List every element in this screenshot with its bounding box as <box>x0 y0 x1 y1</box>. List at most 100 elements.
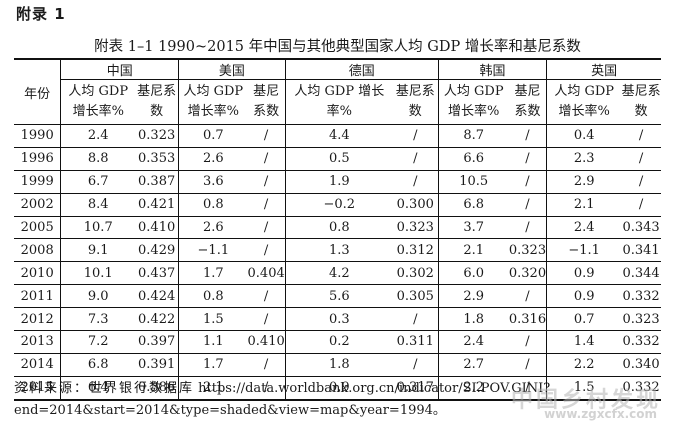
korea-growth-cell: 6.6 <box>437 147 509 171</box>
country-header-korea: 韩国 <box>437 59 547 80</box>
growth-header: 人均 GDP 增长率% <box>437 79 509 125</box>
germany-growth-cell: 1.9 <box>284 170 393 194</box>
source-url: https://data.worldbank.org.cn/indicator/… <box>14 381 551 418</box>
year-cell: 1996 <box>14 147 61 171</box>
usa-gini-cell: 0.410 <box>247 330 286 354</box>
korea-growth-cell: 6.8 <box>437 193 509 217</box>
uk-growth-cell: 0.7 <box>546 307 622 332</box>
germany-growth-cell: 0.8 <box>284 216 393 240</box>
china-growth-cell: 2.4 <box>60 124 136 148</box>
uk-gini-cell: 0.340 <box>621 353 661 377</box>
country-header-usa: 美国 <box>178 59 286 80</box>
germany-growth-cell: 0.5 <box>284 147 393 171</box>
uk-gini-cell: 0.343 <box>621 216 661 240</box>
germany-growth-cell: 0.9 <box>284 376 393 401</box>
header-row-metrics: 人均 GDP 增长率% 基尼系数 人均 GDP 增长率% 基尼系数 人均 GDP… <box>14 79 661 125</box>
china-gini-cell: 0.386 <box>135 376 179 401</box>
table-row: 2005 10.7 0.410 2.6/0.8 0.323 3.7/2.4 0.343 <box>14 216 661 240</box>
growth-header: 人均 GDP 增长率% <box>546 79 622 125</box>
china-gini-cell: 0.353 <box>135 147 179 171</box>
growth-header: 人均 GDP 增长率% <box>284 79 393 125</box>
usa-gini-cell: / <box>247 124 286 148</box>
usa-gini-cell: / <box>247 307 286 332</box>
germany-gini-cell: 0.311 <box>392 330 439 354</box>
year-cell: 1990 <box>14 124 61 148</box>
china-gini-cell: 0.437 <box>135 261 179 286</box>
gini-header: 基尼系数 <box>508 79 547 125</box>
watermark-url: www.zgxcfx.com <box>544 407 657 421</box>
korea-gini-cell: 0.316 <box>508 307 547 332</box>
usa-gini-cell: / <box>247 238 286 263</box>
korea-gini-cell: / <box>508 353 547 377</box>
uk-gini-cell: 0.323 <box>621 307 661 332</box>
china-gini-cell: 0.391 <box>135 353 179 377</box>
usa-growth-cell: 0.8 <box>178 284 248 309</box>
uk-growth-cell: 1.5 <box>546 376 622 401</box>
usa-growth-cell: 1.7 <box>178 261 248 286</box>
year-cell: 2015 <box>14 376 61 401</box>
germany-gini-cell: 0.302 <box>392 261 439 286</box>
korea-growth-cell: 6.0 <box>437 261 509 286</box>
korea-growth-cell: 3.7 <box>437 216 509 240</box>
country-header-china: 中国 <box>60 59 179 80</box>
usa-growth-cell: 1.5 <box>178 307 248 332</box>
country-header-germany: 德国 <box>284 59 439 80</box>
china-growth-cell: 8.4 <box>60 193 136 217</box>
appendix-label: 附录 1 <box>16 5 66 23</box>
table-row: 2012 7.3 0.422 1.5/0.3/1.8 0.316 0.7 0.323 <box>14 307 661 332</box>
china-gini-cell: 0.323 <box>135 124 179 148</box>
uk-growth-cell: 0.4 <box>546 124 622 148</box>
usa-growth-cell: 2.6 <box>178 216 248 240</box>
china-growth-cell: 6.7 <box>60 170 136 194</box>
uk-growth-cell: 2.3 <box>546 147 622 171</box>
usa-gini-cell: / <box>247 376 286 401</box>
germany-growth-cell: 0.2 <box>284 330 393 354</box>
uk-growth-cell: 0.9 <box>546 284 622 309</box>
uk-gini-cell: / <box>621 147 661 171</box>
korea-gini-cell: 0.323 <box>508 238 547 263</box>
header-row-countries: 年份 中国 美国 德国 韩国 英国 <box>14 59 661 125</box>
usa-gini-cell: / <box>247 216 286 240</box>
uk-gini-cell: 0.332 <box>621 376 661 401</box>
china-gini-cell: 0.410 <box>135 216 179 240</box>
germany-gini-cell: / <box>392 147 439 171</box>
uk-gini-cell: 0.332 <box>621 330 661 354</box>
table-row: 2011 9.0 0.424 0.8/5.6 0.305 2.9/0.9 0.332 <box>14 284 661 309</box>
year-cell: 2012 <box>14 307 61 332</box>
growth-header: 人均 GDP 增长率% <box>178 79 248 125</box>
uk-growth-cell: 2.2 <box>546 353 622 377</box>
gini-header: 基尼系数 <box>135 79 179 125</box>
data-table: 年份 中国 美国 德国 韩国 英国 人均 GDP 增长率% 基尼系数 人均 GD… <box>14 58 661 401</box>
germany-gini-cell: 0.317 <box>392 376 439 401</box>
korea-growth-cell: 2.9 <box>437 284 509 309</box>
korea-gini-cell: 0.320 <box>508 261 547 286</box>
year-cell: 2013 <box>14 330 61 354</box>
germany-gini-cell: / <box>392 170 439 194</box>
korea-growth-cell: 10.5 <box>437 170 509 194</box>
korea-gini-cell: / <box>508 376 547 401</box>
china-gini-cell: 0.397 <box>135 330 179 354</box>
gini-header: 基尼系数 <box>247 79 286 125</box>
uk-gini-cell: 0.344 <box>621 261 661 286</box>
usa-gini-cell: / <box>247 147 286 171</box>
table-row: 1996 8.8 0.353 2.6/0.5/6.6/2.3/ <box>14 147 661 171</box>
watermark-text: 中国乡村发现 <box>510 388 661 413</box>
china-growth-cell: 7.3 <box>60 307 136 332</box>
growth-header: 人均 GDP 增长率% <box>60 79 136 125</box>
year-cell: 2005 <box>14 216 61 240</box>
korea-gini-cell: / <box>508 124 547 148</box>
germany-growth-cell: 5.6 <box>284 284 393 309</box>
germany-growth-cell: 1.3 <box>284 238 393 263</box>
korea-gini-cell: / <box>508 193 547 217</box>
usa-growth-cell: −1.1 <box>178 238 248 263</box>
germany-growth-cell: −0.2 <box>284 193 393 217</box>
uk-gini-cell: / <box>621 124 661 148</box>
table-row: 2013 7.2 0.397 1.1 0.410 0.2 0.311 2.4/1.4 0.332 <box>14 330 661 354</box>
usa-gini-cell: / <box>247 284 286 309</box>
year-header: 年份 <box>14 59 61 125</box>
uk-growth-cell: 1.4 <box>546 330 622 354</box>
germany-gini-cell: / <box>392 353 439 377</box>
gini-header: 基尼系数 <box>392 79 439 125</box>
uk-growth-cell: 2.4 <box>546 216 622 240</box>
uk-gini-cell: / <box>621 193 661 217</box>
